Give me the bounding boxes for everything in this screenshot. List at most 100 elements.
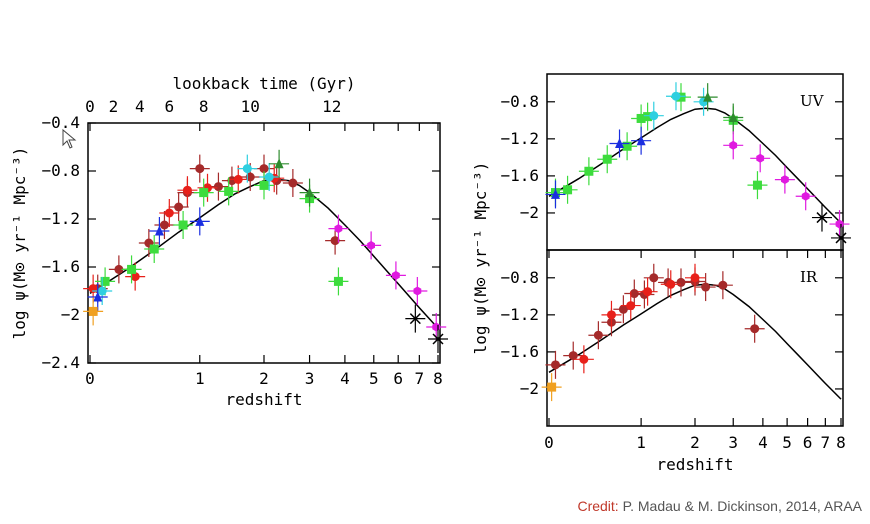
data-point-triangle (93, 291, 103, 302)
data-point-circle (174, 202, 184, 212)
data-point-square (563, 185, 573, 195)
data-point-triangle (615, 137, 625, 148)
data-point-circle (643, 287, 653, 297)
data-point-square (127, 264, 137, 274)
data-point-circle (750, 324, 760, 334)
data-point-triangle (274, 158, 284, 169)
x-tick-label: 5 (369, 369, 379, 388)
data-point-square (636, 113, 646, 123)
data-point-circle (671, 91, 681, 101)
data-point-circle (629, 289, 639, 299)
x-tick-label: 6 (803, 433, 813, 452)
data-point-circle (701, 282, 711, 292)
data-point-circle (97, 286, 107, 296)
data-point-triangle (154, 225, 164, 236)
top-tick-label: 4 (135, 97, 145, 116)
x-tick-label: 0 (544, 433, 554, 452)
data-point-x (835, 232, 847, 244)
data-point-triangle (728, 112, 738, 123)
data-point-hexagon (756, 153, 765, 163)
data-point-circle (593, 330, 603, 340)
data-point-hexagon (334, 224, 343, 234)
ir-data-points (541, 263, 765, 402)
data-point-circle (568, 351, 578, 361)
data-point-square (584, 166, 594, 176)
y-tick-label: −0.8 (41, 161, 80, 180)
top-tick-label: 6 (164, 97, 174, 116)
x-tick-label: 6 (393, 369, 403, 388)
y-tick-label: −1.2 (500, 305, 539, 324)
data-point-circle (264, 172, 274, 182)
data-point-circle (579, 354, 589, 364)
data-point-square (643, 112, 653, 122)
data-point-x (409, 313, 421, 325)
y-tick-label: −1.6 (500, 166, 539, 185)
top-tick-label: 0 (85, 97, 95, 116)
data-point-hexagon (392, 270, 400, 280)
data-point-circle (114, 264, 124, 274)
data-point-square (547, 382, 557, 392)
data-point-circle (606, 310, 616, 320)
data-point-triangle (636, 135, 646, 146)
data-point-square (149, 244, 159, 254)
data-point-circle (718, 280, 728, 290)
credit-text: P. Madau & M. Dickinson, 2014, ARAA (622, 498, 862, 514)
uv-plot-frame (546, 73, 844, 251)
data-point-triangle (305, 187, 315, 198)
x-tick-label: 4 (758, 433, 768, 452)
mouse-cursor-icon (62, 128, 77, 149)
top-tick-label: 2 (109, 97, 119, 116)
data-point-x (816, 212, 828, 224)
x-tick-label: 3 (305, 369, 315, 388)
y-tick-label: −0.8 (500, 268, 539, 287)
left-y-ticks: −0.4 −0.8 −1.2 −1.6 −2 −2.4 (41, 113, 440, 372)
data-point-circle (626, 301, 636, 311)
data-point-triangle (195, 215, 205, 226)
left-x-axis-title: redshift (225, 390, 302, 409)
uv-fit-curve (548, 107, 842, 224)
data-point-circle (618, 304, 628, 314)
data-point-circle (649, 111, 659, 121)
x-tick-label: 5 (782, 433, 792, 452)
left-fit-curve (89, 178, 439, 329)
data-point-circle (330, 236, 340, 246)
y-tick-label: −2 (520, 203, 539, 222)
data-point-square (602, 154, 612, 164)
data-point-square (88, 306, 98, 316)
x-tick-label: 1 (195, 369, 205, 388)
data-point-square (259, 180, 269, 190)
data-point-circle (213, 182, 223, 192)
data-point-circle (159, 220, 169, 230)
x-tick-label: 1 (636, 433, 646, 452)
y-tick-label: −1.6 (41, 257, 80, 276)
data-point-circle (88, 284, 98, 294)
x-tick-label: 8 (433, 369, 443, 388)
data-point-hexagon (781, 175, 789, 185)
data-point-hexagon (835, 219, 844, 229)
data-point-square (224, 186, 234, 196)
y-tick-label: −2 (61, 305, 80, 324)
y-tick-label: −1.2 (500, 129, 539, 148)
data-point-hexagon (413, 286, 422, 296)
y-tick-label: −2.4 (41, 353, 80, 372)
data-point-circle (666, 279, 676, 289)
data-point-hexagon (729, 140, 738, 150)
ir-y-ticks: −0.8 −1.2 −1.6 −2 (500, 268, 843, 398)
y-tick-label: −2 (520, 379, 539, 398)
ir-y-axis-title: log ψ(M⊙ yr⁻¹ Mpc⁻³) (471, 162, 490, 355)
data-point-circle (164, 208, 174, 218)
data-point-circle (690, 273, 700, 283)
credit-label: Credit: (577, 498, 619, 514)
x-tick-label: 7 (415, 369, 425, 388)
x-tick-label: 0 (85, 369, 95, 388)
data-point-circle (259, 164, 269, 174)
left-data-points (83, 149, 448, 353)
left-top-axis-title: lookback time (Gyr) (172, 74, 355, 93)
left-y-axis-title: log ψ(M⊙ yr⁻¹ Mpc⁻³) (10, 147, 29, 340)
left-top-ticks: 0 2 4 6 8 10 12 (85, 97, 341, 116)
